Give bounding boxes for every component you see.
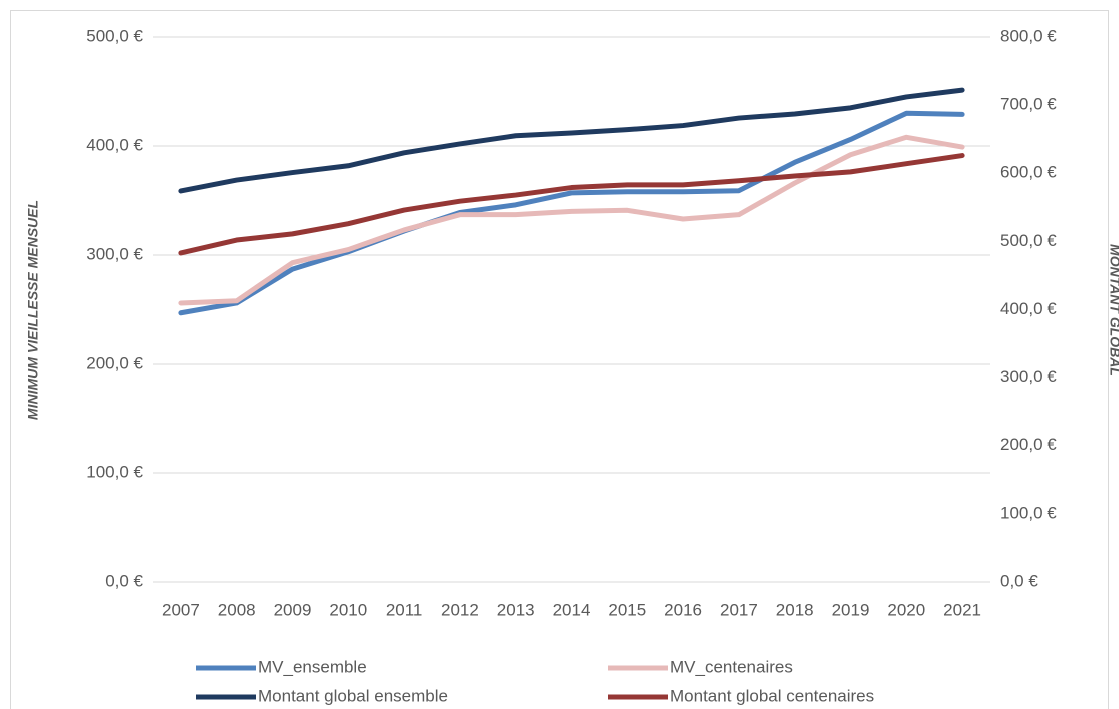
y2-tick-label: 800,0 € — [1000, 26, 1057, 45]
x-tick-label: 2018 — [776, 600, 814, 619]
x-tick-label: 2010 — [329, 600, 367, 619]
legend-label: MV_centenaires — [670, 657, 793, 676]
x-tick-label: 2013 — [497, 600, 535, 619]
x-tick-label: 2012 — [441, 600, 479, 619]
legend-label: MV_ensemble — [258, 657, 367, 676]
y2-tick-label: 500,0 € — [1000, 231, 1057, 250]
y2-tick-label: 100,0 € — [1000, 503, 1057, 522]
x-tick-label: 2011 — [386, 600, 423, 619]
y-tick-label: 400,0 € — [86, 135, 143, 154]
line-series — [178, 153, 965, 256]
x-tick-label: 2021 — [943, 600, 981, 619]
legend-label: Montant global ensemble — [258, 686, 448, 705]
x-tick-label: 2009 — [274, 600, 312, 619]
y-tick-label: 100,0 € — [86, 462, 143, 481]
legend-label: Montant global centenaires — [670, 686, 874, 705]
y-tick-label: 500,0 € — [86, 26, 143, 45]
chart-border — [10, 10, 1109, 709]
y2-tick-label: 400,0 € — [1000, 299, 1057, 318]
y-tick-label: 200,0 € — [86, 353, 143, 372]
x-tick-label: 2020 — [887, 600, 925, 619]
y-tick-label: 0,0 € — [105, 571, 143, 590]
x-tick-label: 2017 — [720, 600, 758, 619]
x-tick-label: 2014 — [553, 600, 591, 619]
y-axis-label: MINIMUM VIEILLESSE MENSUEL — [25, 200, 41, 420]
y2-tick-label: 300,0 € — [1000, 367, 1057, 386]
x-tick-label: 2007 — [162, 600, 200, 619]
x-tick-label: 2015 — [608, 600, 646, 619]
line-series — [178, 134, 965, 306]
y2-tick-label: 700,0 € — [1000, 95, 1057, 114]
x-tick-label: 2008 — [218, 600, 256, 619]
y2-tick-label: 0,0 € — [1000, 571, 1038, 590]
y2-tick-label: 600,0 € — [1000, 163, 1057, 182]
line-series — [178, 87, 965, 194]
y2-axis-label: MONTANT GLOBAL — [1107, 244, 1119, 376]
x-tick-label: 2016 — [664, 600, 702, 619]
x-tick-label: 2019 — [832, 600, 870, 619]
line-series — [178, 110, 965, 316]
y-tick-label: 300,0 € — [86, 244, 143, 263]
y2-tick-label: 200,0 € — [1000, 435, 1057, 454]
